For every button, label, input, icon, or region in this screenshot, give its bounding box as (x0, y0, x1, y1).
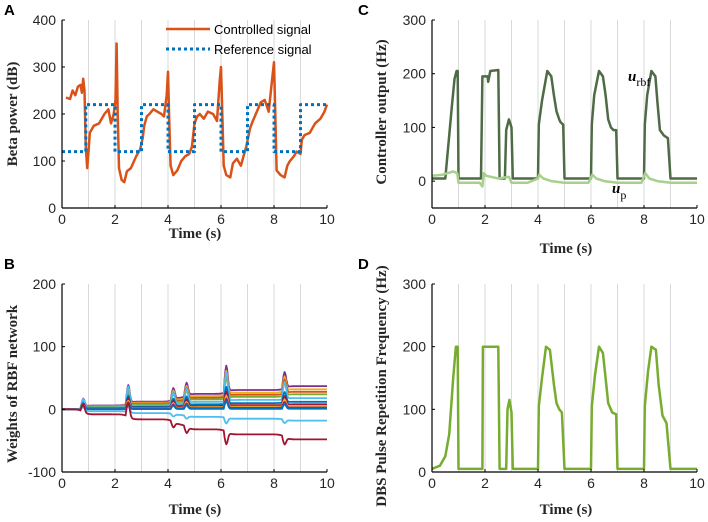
panel-a-ytick-label: 200 (33, 106, 57, 122)
panel-d-ytick-label: 100 (403, 401, 427, 417)
panel-c-grid (458, 20, 671, 208)
panel-a-letter: A (4, 2, 15, 19)
panel-d-xtick-label: 2 (481, 475, 489, 491)
panel-b-xtick-label: 0 (58, 475, 66, 491)
panel-c-series-u-p (431, 170, 697, 188)
panel-a-series-controlled-signal (65, 42, 329, 184)
panel-c-ylabel: Controller output (Hz) (374, 39, 390, 184)
panel-d-xlabel: Time (s) (540, 502, 593, 518)
panel-b-series (62, 364, 327, 446)
panel-c-ytick-label: 200 (403, 66, 427, 82)
panel-a-legend: Controlled signal Reference signal (166, 22, 312, 57)
panel-b-xtick-label: 2 (111, 475, 119, 491)
panel-b-ylabel: Weights of RBF network (5, 304, 21, 463)
panel-b-ytick-label: 100 (33, 339, 57, 355)
panel-a-ytick-label: 100 (33, 153, 57, 169)
panel-c-letter: C (358, 2, 369, 19)
panel-a-ytick-label: 0 (48, 200, 56, 216)
panel-a-xtick-label: 4 (164, 211, 172, 227)
panel-c-ytick-label: 0 (418, 173, 426, 189)
panel-c-xtick-label: 8 (640, 211, 648, 227)
panel-d-series (431, 345, 697, 471)
panel-b-grid (88, 284, 301, 472)
panel-b-xtick-label: 10 (319, 475, 335, 491)
panel-b-letter: B (4, 256, 15, 273)
panel-d-xtick-label: 6 (587, 475, 595, 491)
panel-c-ytick-label: 300 (403, 12, 427, 28)
panel-a-xtick-label: 6 (217, 211, 225, 227)
panel-b-ytick-label: 200 (33, 276, 57, 292)
panel-c-xlabel: Time (s) (540, 241, 593, 257)
panel-d-ytick-label: 300 (403, 276, 427, 292)
annotation-u-rbf-sub: rbf (636, 75, 650, 89)
legend-controlled-label: Controlled signal (214, 22, 311, 37)
panel-a-series-reference-signal (62, 103, 327, 154)
panel-b-series-w12 (62, 401, 327, 446)
panel-c-series-u-rbf (432, 68, 697, 180)
panel-d-ytick-label: 0 (418, 464, 426, 480)
panel-c-ytick-label: 100 (403, 119, 427, 135)
panel-b-ytick-label: -100 (28, 464, 56, 480)
panel-d-xtick-label: 8 (640, 475, 648, 491)
annotation-u-p-main: u (612, 181, 620, 197)
panel-a-xtick-label: 8 (270, 211, 278, 227)
panel-c-xtick-label: 2 (481, 211, 489, 227)
panel-c-series (431, 68, 697, 188)
panel-a-ytick-label: 400 (33, 12, 57, 28)
panel-b-series-w10 (62, 400, 327, 411)
annotation-u-rbf: urbf (628, 69, 650, 89)
panel-b-ytick-label: 0 (48, 401, 56, 417)
panel-c-xtick-label: 10 (689, 211, 705, 227)
panel-b-xlabel: Time (s) (169, 502, 222, 518)
annotation-u-p-sub: p (620, 188, 626, 202)
panel-b-xtick-label: 8 (270, 475, 278, 491)
annotation-u-rbf-main: u (628, 69, 636, 85)
panel-d-series-dbs-frequency (431, 345, 697, 471)
panel-a-ytick-label: 300 (33, 59, 57, 75)
panel-c-xtick-label: 6 (587, 211, 595, 227)
panel-a-xtick-label: 10 (319, 211, 335, 227)
panel-d-ytick-label: 200 (403, 339, 427, 355)
panel-c-xtick-label: 0 (428, 211, 436, 227)
panel-d-xtick-label: 0 (428, 475, 436, 491)
panel-d-xtick-label: 10 (689, 475, 705, 491)
panel-d-xtick-label: 4 (534, 475, 542, 491)
panel-a-xtick-label: 0 (58, 211, 66, 227)
panel-a-series (62, 42, 329, 184)
panel-a-ylabel: Beta power (dB) (5, 62, 21, 167)
panel-b-xtick-label: 4 (164, 475, 172, 491)
panel-d-letter: D (358, 256, 369, 273)
legend-reference-label: Reference signal (214, 42, 312, 57)
panel-a-xtick-label: 2 (111, 211, 119, 227)
panel-b-xtick-label: 6 (217, 475, 225, 491)
panel-b-series-w11 (62, 404, 327, 425)
annotation-u-p: up (612, 181, 626, 202)
panel-a-xlabel: Time (s) (169, 226, 222, 242)
panel-c-xtick-label: 4 (534, 211, 542, 227)
panel-d-ylabel: DBS Pulse Repetition Frequency (Hz) (374, 265, 390, 506)
